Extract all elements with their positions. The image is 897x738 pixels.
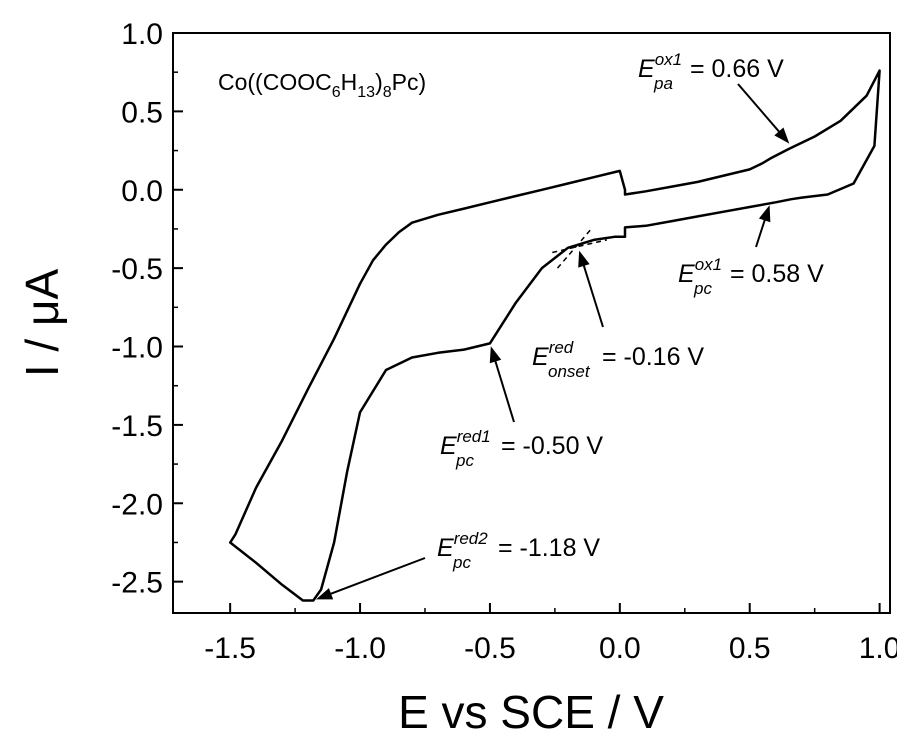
annotation-label: Ered2 pc = -1.18 V (437, 529, 600, 572)
x-axis-title: E vs SCE / V (398, 686, 664, 738)
y-tick-label: -1.5 (111, 410, 163, 443)
annotation-arrowhead (578, 250, 590, 268)
y-tick-label: 1.0 (121, 18, 163, 51)
annotation-arrowhead (774, 127, 790, 144)
x-tick-label: -1.5 (204, 632, 256, 665)
annotation-arrow (325, 557, 426, 597)
x-tick-label: 0.0 (599, 632, 641, 665)
annotation-label: Eox1 pc = 0.58 V (678, 255, 824, 298)
y-axis-ticks: 1.0 0.5 0.0 -0.5 -1.0 -1.5 -2.0 -2.5 (111, 18, 183, 600)
annotation-arrowhead (489, 346, 502, 364)
x-tick-label: 0.5 (729, 632, 771, 665)
y-tick-label: -1.0 (111, 332, 163, 365)
annotation-arrowhead (758, 205, 771, 223)
y-tick-label: -2.0 (111, 488, 163, 521)
plot-frame (172, 32, 891, 614)
onset-baseline-line (552, 239, 608, 254)
annotation-arrow (581, 259, 604, 328)
annotation-label: Ered1 pc = -0.50 V (440, 427, 603, 470)
annotation-label: Eox1 pa = 0.66 V (638, 50, 784, 93)
x-tick-label: -1.0 (334, 632, 386, 665)
annotation-arrow (492, 355, 515, 423)
cv-curve (228, 69, 881, 602)
x-tick-label: -0.5 (464, 632, 516, 665)
y-axis-title: I / μA (16, 269, 68, 378)
annotation-arrow (737, 83, 784, 137)
y-tick-label: 0.5 (121, 96, 163, 129)
annotation-label: Ered onset = -0.16 V (532, 338, 704, 381)
annotations: Eox1 pa = 0.66 V Eox1 pc = 0.58 V Ered onset … (316, 50, 824, 600)
y-tick-label: 0.0 (121, 175, 163, 208)
compound-label: Co((COOC6H13)8Pc) (218, 69, 426, 101)
x-axis-ticks: -1.5 -1.0 -0.5 0.0 0.5 1.0 (204, 603, 897, 665)
x-tick-label: 1.0 (859, 632, 897, 665)
y-tick-label: -2.5 (111, 567, 163, 600)
y-tick-label: -0.5 (111, 253, 163, 286)
annotation-arrowhead (316, 588, 334, 600)
